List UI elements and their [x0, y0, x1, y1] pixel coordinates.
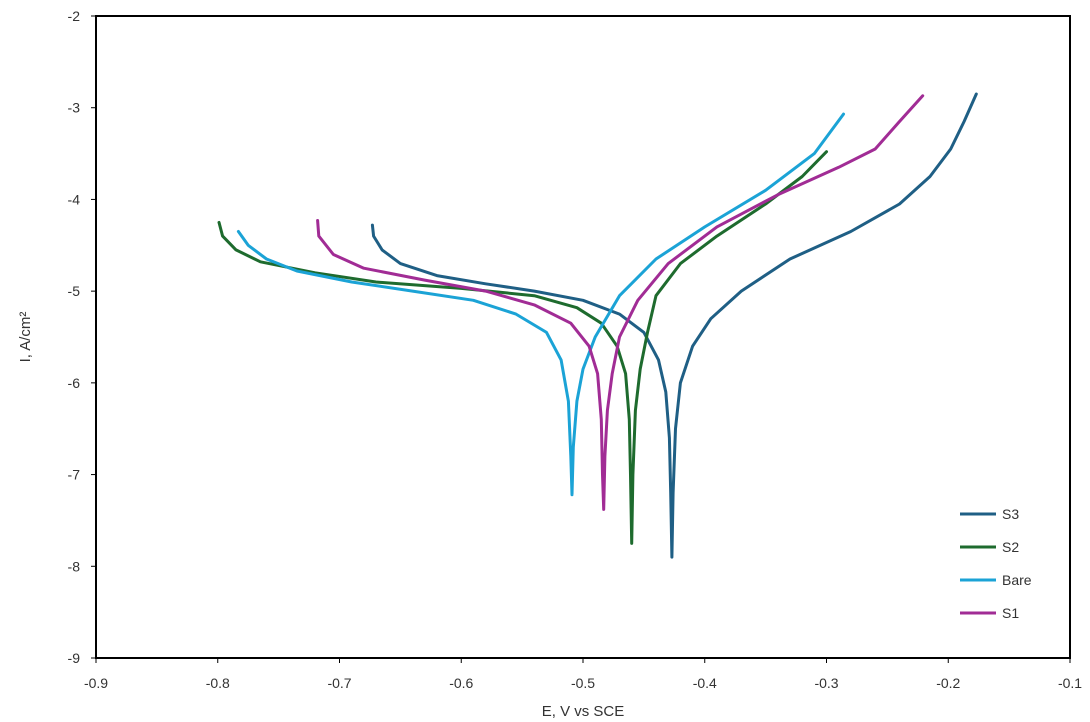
x-tick-label: -0.3: [814, 675, 838, 691]
y-tick-label: -2: [68, 8, 81, 24]
x-tick-label: -0.8: [206, 675, 230, 691]
series-group: [217, 92, 978, 559]
y-axis-ticks: -2 -3 -4 -5 -6 -7 -8 -9: [68, 8, 96, 666]
series-line-s1: [316, 94, 925, 511]
x-tick-label: -0.2: [936, 675, 960, 691]
y-tick-label: -5: [68, 283, 81, 299]
legend-label-bare: Bare: [1002, 572, 1032, 588]
series-line-s2: [217, 150, 828, 545]
y-tick-label: -7: [68, 467, 81, 483]
y-axis-title: I, A/cm²: [17, 312, 34, 363]
x-axis-title: E, V vs SCE: [542, 703, 625, 720]
x-axis-ticks: -0.9 -0.8 -0.7 -0.6 -0.5 -0.4 -0.3 -0.2 -0.1: [84, 658, 1082, 691]
legend-label-s2: S2: [1002, 539, 1019, 555]
series-line-s3: [370, 92, 978, 559]
x-tick-label: -0.4: [693, 675, 717, 691]
series-line-bare: [236, 112, 845, 497]
y-tick-label: -8: [68, 558, 81, 574]
y-tick-label: -4: [68, 191, 81, 207]
x-tick-label: -0.5: [571, 675, 595, 691]
y-tick-label: -6: [68, 375, 81, 391]
x-tick-label: -0.6: [449, 675, 473, 691]
x-tick-label: -0.1: [1058, 675, 1082, 691]
x-tick-label: -0.7: [327, 675, 351, 691]
y-tick-label: -3: [68, 100, 81, 116]
y-tick-label: -9: [68, 650, 81, 666]
legend: S3 S2 Bare S1: [960, 506, 1032, 621]
x-tick-label: -0.9: [84, 675, 108, 691]
legend-label-s3: S3: [1002, 506, 1019, 522]
legend-label-s1: S1: [1002, 605, 1019, 621]
